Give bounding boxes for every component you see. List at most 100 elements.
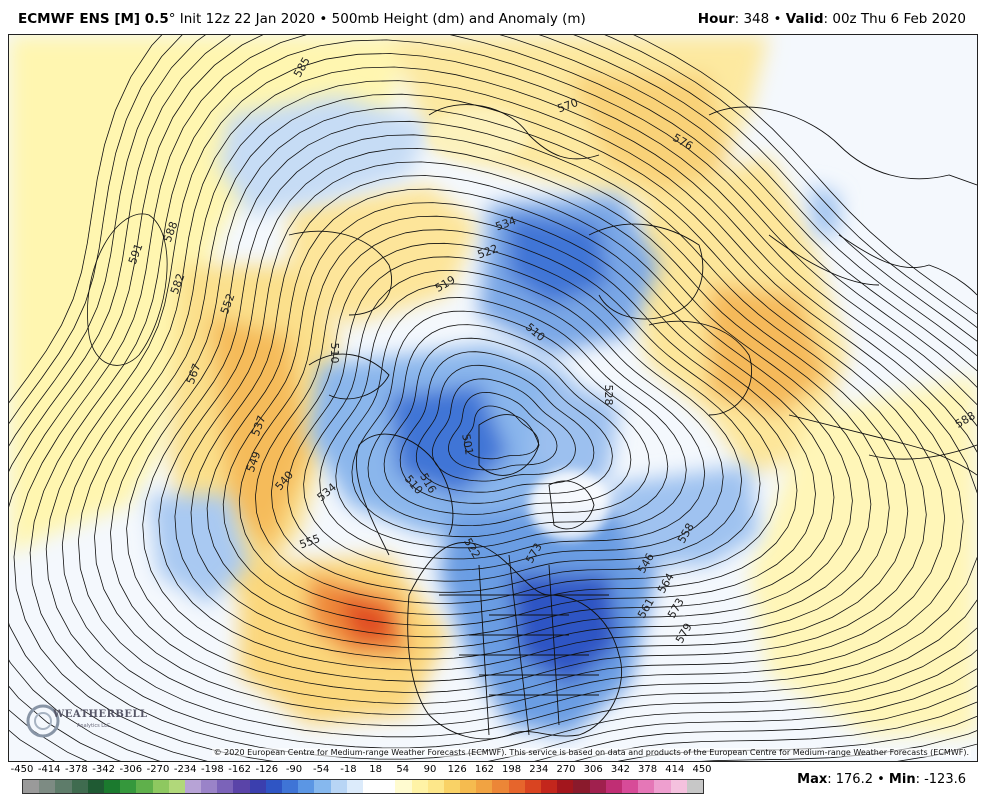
colorbar-tick: -234	[173, 764, 197, 775]
colorbar-swatch	[492, 780, 509, 793]
colorbar-swatch	[508, 780, 525, 793]
colorbar-tick: 234	[529, 764, 549, 775]
colorbar-tick: 54	[396, 764, 410, 775]
height-contour	[9, 35, 977, 761]
coastlines	[288, 104, 977, 740]
colorbar-tick: -306	[119, 764, 143, 775]
height-contour	[206, 188, 835, 638]
colorbar-swatch	[557, 780, 574, 793]
colorbar-tick: 414	[665, 764, 685, 775]
colorbar-swatch	[541, 780, 558, 793]
colorbar-tick: -126	[255, 764, 279, 775]
height-contour	[158, 147, 890, 671]
colorbar-tick: -198	[201, 764, 224, 775]
colorbar-swatch	[395, 780, 412, 793]
height-contour	[9, 35, 977, 761]
colorbar-swatch	[670, 780, 687, 793]
anomaly-stats: Max: 176.2 • Min: -123.6	[797, 772, 966, 787]
colorbar-tick: -378	[65, 764, 88, 775]
height-contour	[335, 297, 687, 549]
height-contours	[9, 35, 977, 761]
colorbar-tick: -162	[228, 764, 251, 775]
colorbar-swatch	[460, 780, 477, 793]
colorbar-swatch	[411, 780, 428, 793]
colorbar-swatch	[87, 780, 104, 793]
height-contour	[29, 39, 977, 760]
header-bar: ECMWF ENS [M] 0.5° Init 12z 22 Jan 2020 …	[0, 0, 984, 34]
colorbar-swatch	[330, 780, 347, 793]
hour-label: Hour	[697, 11, 735, 27]
height-contour	[319, 283, 706, 560]
height-contour	[303, 269, 724, 571]
colorbar-swatch	[249, 780, 266, 793]
height-contour	[351, 310, 669, 538]
colorbar-swatch	[443, 780, 461, 793]
height-contour	[190, 175, 853, 649]
height-contour	[254, 229, 780, 604]
colorbar-swatch	[265, 780, 282, 793]
height-contour	[94, 93, 964, 715]
height-contour	[9, 35, 977, 761]
colorbar-tick: 126	[447, 764, 467, 775]
height-contour	[222, 202, 816, 626]
map-title: ECMWF ENS [M] 0.5° Init 12z 22 Jan 2020 …	[18, 11, 586, 27]
height-contour	[238, 215, 798, 615]
colorbar-tick: 378	[638, 764, 658, 775]
height-contour	[13, 35, 977, 761]
colorbar-swatch	[217, 780, 234, 793]
colorbar-swatch	[71, 780, 88, 793]
height-contour	[174, 161, 872, 660]
height-contour	[464, 405, 540, 460]
height-contour	[399, 351, 613, 504]
colorbar-tick: 162	[474, 764, 494, 775]
colorbar-tick: 90	[423, 764, 437, 775]
height-contour	[45, 53, 977, 749]
colorbar-tick: -342	[92, 764, 115, 775]
height-contour	[431, 378, 576, 482]
colorbar-swatch	[184, 780, 202, 793]
stats-separator: •	[872, 772, 889, 787]
colorbar-tick: -414	[37, 764, 61, 775]
colorbar-swatch	[55, 780, 72, 793]
height-contour	[61, 66, 977, 738]
height-contour	[142, 134, 909, 682]
colorbar-swatch	[362, 780, 380, 793]
height-contour	[367, 324, 650, 527]
colorbar-swatch	[136, 780, 153, 793]
colorbar-swatch	[282, 780, 299, 793]
colorbar-swatch	[298, 780, 315, 793]
colorbar-tick: -18	[340, 764, 357, 775]
height-contour	[287, 256, 743, 582]
logo-text: WEATHERBELL	[53, 709, 148, 720]
colorbar-swatch	[654, 780, 671, 793]
copyright-notice: © 2020 European Centre for Medium-range …	[211, 748, 971, 757]
colorbar-swatch	[638, 780, 655, 793]
anomaly-shading	[9, 35, 977, 735]
max-value: : 176.2	[827, 772, 873, 787]
colorbar-tick: 450	[692, 764, 712, 775]
colorbar-swatch	[427, 780, 444, 793]
colorbar-swatch	[201, 780, 218, 793]
contour-label: 501	[459, 433, 475, 456]
map-panel: 585 570 576 591 588 582 552 567 537 549 540 534 555 5…	[8, 34, 978, 762]
min-value: : -123.6	[915, 772, 966, 787]
forecast-time: Hour: 348 • Valid: 00z Thu 6 Feb 2020	[698, 11, 966, 27]
time-separator: •	[769, 11, 786, 27]
colorbar-tick: -90	[285, 764, 303, 775]
colorbar-tick: -54	[313, 764, 330, 775]
colorbar-tick: 270	[556, 764, 576, 775]
colorbar-swatch	[314, 780, 331, 793]
colorbar-ticks: -450 -414 -378 -342 -306 -270 -234 -198 -162 -126…	[11, 764, 712, 778]
colorbar-tick: -270	[146, 764, 170, 775]
height-contour	[9, 35, 977, 761]
colorbar-tick: 198	[502, 764, 522, 775]
colorbar-tick: -450	[10, 764, 34, 775]
min-label: Min	[888, 772, 916, 787]
high-contour	[87, 213, 168, 366]
height-contour	[77, 80, 977, 727]
colorbar-swatch	[168, 780, 185, 793]
height-contour	[415, 364, 595, 493]
degree-symbol: °	[168, 11, 176, 27]
colorbar-swatch	[346, 780, 363, 793]
